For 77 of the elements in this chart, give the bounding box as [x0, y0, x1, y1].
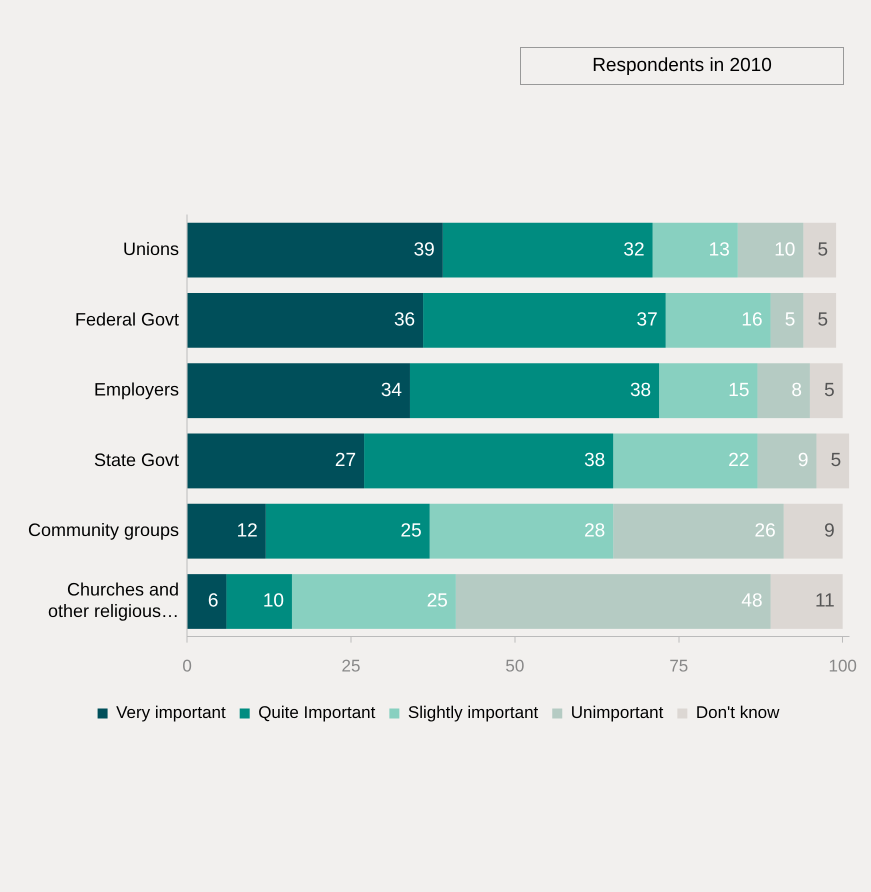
data-label: 26 [754, 520, 776, 542]
data-label: 25 [400, 520, 422, 542]
bar [738, 222, 804, 278]
bar [816, 434, 850, 488]
data-label: 5 [818, 310, 828, 331]
legend-label: Very important [116, 703, 226, 722]
data-label: 34 [380, 380, 402, 401]
chart-title: Respondents in 2010 [520, 47, 844, 85]
y-tick-label: State Govt [94, 450, 180, 470]
bar [423, 292, 666, 348]
data-label: 10 [774, 239, 796, 260]
bar [757, 434, 816, 488]
y-tick-label: Unions [123, 239, 180, 260]
x-tick-label: 25 [342, 656, 360, 676]
bar [188, 222, 443, 278]
data-label: 38 [584, 450, 606, 472]
data-label: 9 [824, 520, 835, 542]
data-label: 5 [830, 450, 842, 472]
data-label: 8 [791, 380, 802, 401]
data-label: 25 [426, 590, 448, 612]
bar [456, 574, 771, 629]
data-label: 36 [394, 310, 416, 331]
bar [652, 222, 738, 278]
data-label: 39 [414, 239, 435, 260]
bar [364, 434, 614, 488]
x-tick-label: 100 [828, 656, 857, 676]
data-label: 37 [636, 310, 658, 331]
data-label: 48 [741, 590, 763, 612]
bar [613, 434, 758, 488]
data-label: 6 [208, 590, 218, 612]
bar [188, 292, 424, 348]
bar [784, 504, 843, 559]
bar [803, 292, 836, 348]
data-label: 5 [824, 380, 835, 401]
bar [666, 292, 771, 348]
data-label: 16 [741, 310, 763, 331]
data-label: 38 [630, 380, 652, 401]
legend-label: Unimportant [570, 703, 664, 722]
data-label: 32 [623, 239, 645, 260]
bar [188, 574, 226, 629]
y-tick-label: Federal Govt [75, 309, 180, 330]
bar [810, 363, 843, 418]
legend-label: Don't know [696, 703, 780, 722]
data-label: 27 [334, 450, 356, 472]
bar [226, 574, 292, 629]
bar [659, 363, 758, 418]
legend-label: Quite Important [258, 703, 376, 722]
legend-label: Slightly important [408, 703, 539, 722]
bar [770, 292, 804, 348]
bar [430, 504, 614, 559]
data-label: 28 [584, 520, 606, 542]
data-label: 10 [262, 590, 284, 612]
bar [292, 574, 456, 629]
x-tick-label: 50 [505, 656, 524, 676]
bar [266, 504, 430, 559]
bar [442, 222, 653, 278]
bar [188, 504, 266, 559]
bar [770, 574, 843, 629]
y-tick-label: Employers [94, 380, 180, 400]
bar [188, 434, 364, 488]
bar [410, 363, 660, 418]
bar [613, 504, 784, 559]
bar [188, 363, 410, 418]
x-tick-label: 75 [669, 656, 688, 676]
data-label: 13 [708, 239, 730, 260]
bar [757, 363, 810, 418]
data-label: 5 [818, 239, 828, 260]
bar [803, 222, 836, 278]
y-tick-label: Community groups [28, 520, 180, 540]
data-label: 12 [236, 520, 258, 542]
data-label: 15 [728, 380, 750, 401]
y-tick-label: Churches and other religious… [48, 580, 180, 622]
data-label: 22 [728, 450, 750, 472]
data-label: 9 [798, 450, 808, 472]
data-label: 5 [784, 310, 796, 331]
data-label: 11 [814, 590, 835, 612]
x-tick-label: 0 [182, 656, 192, 676]
